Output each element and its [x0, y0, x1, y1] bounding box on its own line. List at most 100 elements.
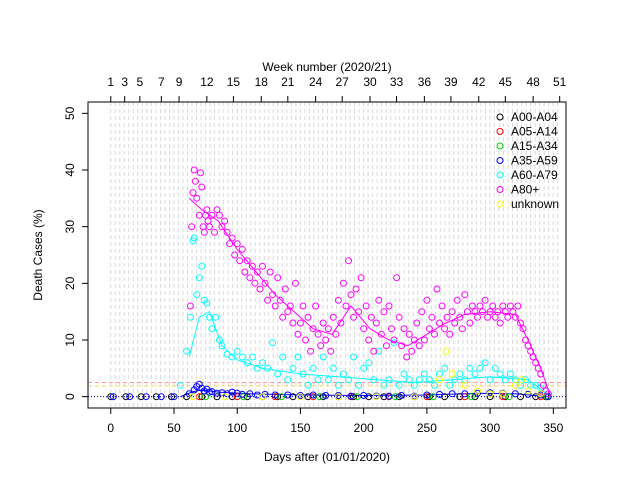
data-point-a80+: [213, 206, 221, 214]
data-point-a00-a04: [517, 393, 524, 401]
data-point-a80+: [211, 228, 218, 236]
data-point-a80+: [294, 330, 302, 338]
data-point-a80+: [276, 296, 284, 304]
data-point-a60-a79: [355, 381, 363, 389]
data-point-a60-a79: [441, 364, 449, 372]
data-point-a80+: [296, 319, 304, 327]
data-point-a80+: [451, 319, 459, 327]
data-point-a60-a79: [471, 370, 479, 378]
data-point-a60-a79: [329, 364, 337, 372]
y-tick-label: 50: [63, 106, 77, 120]
data-point-a35-a59: [360, 392, 368, 399]
data-point-a35-a59: [461, 390, 469, 398]
data-point-a60-a79: [415, 376, 423, 384]
data-point-a80+: [259, 262, 266, 270]
data-point-a80+: [524, 342, 532, 350]
data-point-a00-a04: [486, 393, 494, 401]
data-point-a80+: [403, 353, 411, 361]
data-point-a60-a79: [395, 381, 403, 389]
data-point-a80+: [302, 336, 309, 344]
legend: A00-A04A05-A14A15-A34A35-A59A60-A79A80+u…: [496, 110, 559, 211]
data-point-a80+: [289, 319, 297, 327]
data-point-a80+: [522, 336, 529, 344]
data-point-a80+: [228, 234, 236, 242]
data-point-a35-a59: [228, 388, 236, 396]
data-point-a80+: [517, 319, 524, 327]
data-point-a60-a79: [176, 381, 184, 389]
data-point-a80+: [393, 274, 401, 282]
data-point-a80+: [438, 302, 446, 310]
data-point-a60-a79: [198, 262, 206, 270]
data-point-a80+: [281, 285, 289, 293]
data-point-a80+: [479, 308, 486, 316]
data-point-a80+: [471, 308, 479, 316]
data-point-unknown: [334, 393, 342, 401]
data-point-a80+: [476, 302, 484, 310]
data-point-a80+: [231, 251, 239, 259]
data-point-unknown: [436, 376, 443, 384]
x-tick-label: 100: [227, 421, 247, 435]
data-point-a60-a79: [522, 376, 529, 384]
data-point-a80+: [329, 313, 337, 321]
data-point-a60-a79: [436, 370, 443, 378]
data-point-a80+: [360, 325, 368, 333]
data-point-a80+: [324, 325, 332, 333]
data-point-unknown: [511, 381, 519, 389]
data-point-a80+: [489, 302, 497, 310]
data-point-a80+: [253, 268, 261, 276]
data-point-a60-a79: [190, 234, 198, 242]
data-point-a60-a79: [501, 376, 509, 384]
data-point-a60-a79: [238, 353, 246, 361]
data-point-a80+: [307, 347, 315, 355]
data-point-a35-a59: [347, 392, 355, 400]
data-point-a80+: [375, 296, 383, 304]
data-point-a35-a59: [157, 393, 165, 401]
data-point-a60-a79: [410, 381, 418, 389]
data-point-a60-a79: [425, 376, 433, 384]
data-point-a80+: [415, 342, 423, 350]
data-point-a80+: [199, 223, 207, 231]
data-point-a60-a79: [212, 313, 220, 321]
data-point-a80+: [448, 308, 456, 316]
data-point-a60-a79: [294, 353, 302, 361]
data-points: [107, 166, 552, 401]
data-point-unknown: [372, 393, 380, 401]
data-point-a80+: [418, 308, 426, 316]
data-point-a80+: [193, 194, 201, 202]
data-point-a35-a59: [238, 390, 246, 398]
x-tick-label: 350: [543, 421, 563, 435]
data-point-a00-a04: [107, 393, 115, 401]
data-point-a60-a79: [532, 381, 540, 389]
data-point-a80+: [504, 313, 512, 321]
top-tick-label: 18: [255, 75, 269, 89]
data-point-a80+: [236, 257, 244, 265]
data-point-a80+: [388, 325, 395, 333]
data-point-unknown: [486, 390, 494, 398]
data-point-a60-a79: [289, 364, 297, 372]
top-axis-label: Week number (2020/21): [262, 60, 391, 74]
data-point-a80+: [216, 211, 223, 219]
data-point-a60-a79: [476, 364, 484, 372]
data-point-a80+: [334, 296, 342, 304]
data-point-a60-a79: [186, 313, 194, 321]
data-point-a80+: [382, 342, 390, 350]
y-axis: 0 10 20 30 40 50: [63, 106, 89, 400]
data-point-a80+: [269, 291, 277, 299]
data-point-a80+: [468, 302, 476, 310]
data-point-a15-a34: [429, 393, 437, 401]
top-tick-label: 15: [227, 75, 241, 89]
data-point-a60-a79: [506, 370, 514, 378]
data-point-a80+: [441, 325, 449, 333]
data-point-a60-a79: [309, 364, 317, 372]
data-point-a80+: [527, 347, 535, 355]
data-point-a80+: [400, 325, 408, 333]
top-tick-label: 1: [107, 75, 114, 89]
data-point-a80+: [486, 308, 494, 316]
data-point-a80+: [458, 325, 466, 333]
data-point-a35-a59: [448, 390, 456, 398]
data-point-a80+: [484, 313, 492, 321]
data-point-a80+: [539, 381, 547, 389]
data-point-a80+: [456, 313, 464, 321]
data-point-a60-a79: [420, 370, 428, 378]
data-point-a00-a04: [152, 393, 160, 401]
